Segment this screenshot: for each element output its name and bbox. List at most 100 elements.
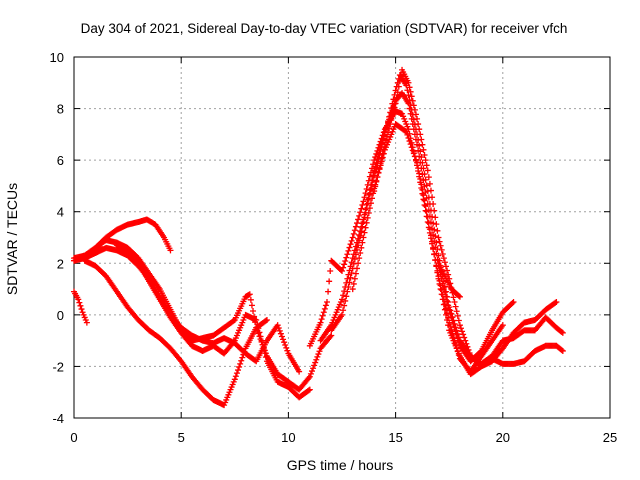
data-point <box>410 116 417 123</box>
data-point <box>425 220 432 227</box>
data-point <box>342 257 349 264</box>
data-point <box>357 249 364 256</box>
data-point <box>459 328 466 335</box>
data-point <box>314 353 321 360</box>
data-point <box>379 150 386 157</box>
data-point <box>441 306 448 313</box>
data-point <box>257 333 264 340</box>
data-point <box>425 174 432 181</box>
data-point <box>416 142 423 149</box>
data-point <box>449 314 456 321</box>
data-point <box>431 207 438 214</box>
data-point <box>376 151 383 158</box>
data-point <box>558 329 565 336</box>
data-point <box>438 291 445 298</box>
data-point <box>409 97 416 104</box>
data-point <box>427 232 434 239</box>
x-tick-label: 25 <box>603 430 617 445</box>
y-axis-label: SDTVAR / TECUs <box>4 183 20 295</box>
data-point <box>430 200 437 207</box>
data-point <box>384 133 391 140</box>
data-point <box>386 125 393 132</box>
data-point <box>255 330 262 337</box>
data-point <box>248 302 255 309</box>
data-point <box>327 333 334 340</box>
data-point <box>380 146 387 153</box>
data-point <box>320 309 327 316</box>
data-point <box>308 368 315 375</box>
data-point <box>346 279 353 286</box>
x-axis-ticks: 0 5 10 15 20 25 <box>70 57 617 445</box>
data-point <box>440 255 447 262</box>
data-point <box>305 387 312 394</box>
data-point <box>310 365 317 372</box>
data-point <box>414 159 421 166</box>
data-point <box>247 296 254 303</box>
data-point <box>431 251 438 258</box>
data-point <box>282 342 289 349</box>
data-point <box>424 213 431 220</box>
data-point <box>444 267 451 274</box>
data-point <box>78 306 85 313</box>
data-point <box>259 341 266 348</box>
data-point <box>442 305 449 312</box>
data-point <box>450 294 457 301</box>
data-point <box>296 368 303 375</box>
data-point <box>424 167 431 174</box>
data-point <box>452 324 459 331</box>
data-point <box>305 375 312 382</box>
data-point <box>355 242 362 249</box>
data-point <box>406 97 413 104</box>
data-point <box>432 257 439 264</box>
data-point <box>440 284 447 291</box>
data-point <box>460 331 467 338</box>
data-point <box>406 138 413 145</box>
data-point <box>77 302 84 309</box>
data-point <box>385 129 392 136</box>
data-point <box>343 254 350 261</box>
data-point <box>559 329 566 336</box>
data-point <box>432 214 439 221</box>
data-point <box>263 317 270 324</box>
data-point <box>284 347 291 354</box>
grid-lines <box>74 57 610 418</box>
data-point <box>358 244 365 251</box>
data-point <box>340 292 347 299</box>
data-point <box>419 159 426 166</box>
data-point <box>378 155 385 162</box>
y-axis-ticks: -4 -2 0 2 4 6 8 10 <box>50 50 610 426</box>
data-point <box>477 348 484 355</box>
data-point <box>433 263 440 270</box>
data-point <box>442 288 449 295</box>
data-point <box>405 92 412 99</box>
data-point <box>346 244 353 251</box>
data-point <box>415 121 422 128</box>
data-point <box>360 234 367 241</box>
data-point <box>376 164 383 171</box>
data-point <box>326 278 333 285</box>
data-point <box>445 298 452 305</box>
data-point <box>510 298 517 305</box>
data-point <box>364 214 371 221</box>
data-point <box>405 134 412 141</box>
data-point <box>262 317 269 324</box>
data-point <box>553 298 560 305</box>
y-tick-label: -2 <box>52 359 64 374</box>
data-point <box>317 319 324 326</box>
data-point <box>404 131 411 138</box>
data-point <box>417 131 424 138</box>
data-point <box>391 104 398 111</box>
data-point <box>75 296 82 303</box>
data-point <box>231 376 238 383</box>
data-point <box>352 223 359 230</box>
data-point <box>405 79 412 86</box>
data-point <box>253 317 260 324</box>
data-point <box>422 157 429 164</box>
data-point <box>357 209 364 216</box>
series-track-e <box>92 244 303 375</box>
data-point <box>457 325 464 332</box>
data-point <box>442 263 449 270</box>
data-point <box>421 171 428 178</box>
series-track-j <box>349 121 566 378</box>
data-point <box>76 299 83 306</box>
